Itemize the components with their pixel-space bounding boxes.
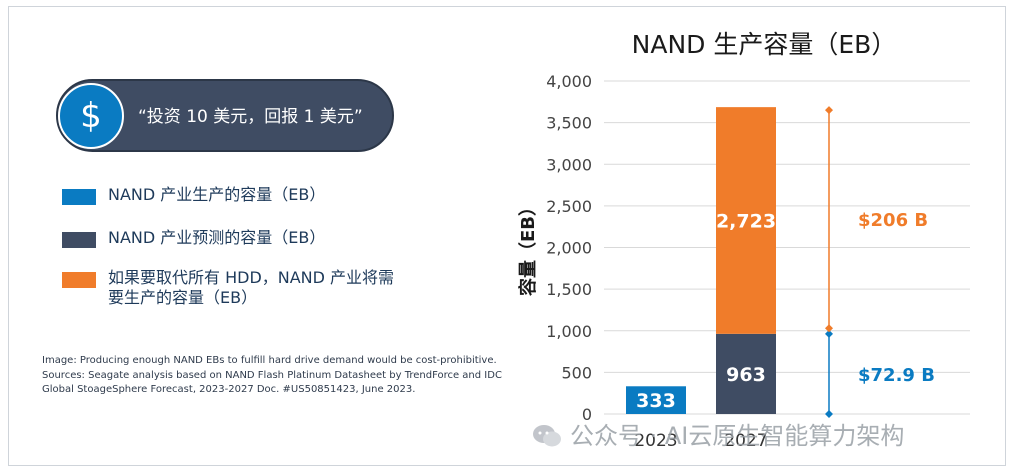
annotation-bracket-end xyxy=(825,324,833,333)
figure-caption: Image: Producing enough NAND EBs to fulf… xyxy=(42,354,528,398)
dollar-symbol: $ xyxy=(80,96,102,136)
y-tick-label: 3,500 xyxy=(546,114,592,133)
caption-line-3: Global StoageSphere Forecast, 2023-2027 … xyxy=(42,384,416,395)
caption-line-1: Image: Producing enough NAND EBs to fulf… xyxy=(42,355,497,366)
legend-item-produced: NAND 产业生产的容量（EB） xyxy=(62,185,408,205)
chart-title: NAND 生产容量（EB） xyxy=(632,30,897,59)
legend-swatch-produced xyxy=(62,189,96,205)
legend-swatch-forecast xyxy=(62,232,96,248)
dollar-sign-icon: $ xyxy=(58,83,124,149)
legend-item-forecast: NAND 产业预测的容量（EB） xyxy=(62,228,408,248)
watermark-text: 公众号 · AI云原生智能算力架构 xyxy=(570,422,905,450)
bar-2027-series-1 xyxy=(716,333,776,414)
y-tick-label: 2,500 xyxy=(546,197,592,216)
annotation-cost-label: $206 B xyxy=(858,210,928,231)
legend-swatch-required xyxy=(62,272,96,288)
y-tick-label: 1,500 xyxy=(546,280,592,299)
bar-data-label: 333 xyxy=(636,390,676,412)
y-tick-label: 4,000 xyxy=(546,72,592,91)
bar-2023-series-0 xyxy=(626,386,686,414)
y-tick-label: 500 xyxy=(561,363,592,382)
y-tick-label: 2,000 xyxy=(546,239,592,258)
annotation-cost-label: $72.9 B xyxy=(858,365,935,386)
y-tick-label: 3,000 xyxy=(546,155,592,174)
legend-item-required: 如果要取代所有 HDD，NAND 产业将需要生产的容量（EB） xyxy=(62,268,408,308)
legend-label-produced: NAND 产业生产的容量（EB） xyxy=(108,185,326,204)
y-axis-label: 容量（EB） xyxy=(517,198,539,296)
x-tick-label: 2023 xyxy=(634,431,677,451)
annotation-bracket-end xyxy=(825,410,833,418)
y-tick-label: 1,000 xyxy=(546,322,592,341)
figure-frame xyxy=(8,6,1006,466)
bar-data-label: 963 xyxy=(726,364,766,386)
legend-label-required: 如果要取代所有 HDD，NAND 产业将需要生产的容量（EB） xyxy=(108,268,395,307)
caption-line-2: Sources: Seagate analysis based on NAND … xyxy=(42,369,502,381)
annotation-bracket-end xyxy=(825,329,833,338)
annotation-bracket-end xyxy=(825,106,833,115)
bar-data-label: 2,723 xyxy=(716,210,776,232)
quote-text: “投资 10 美元，回报 1 美元” xyxy=(138,107,363,127)
legend-label-forecast: NAND 产业预测的容量（EB） xyxy=(108,228,326,247)
watermark: 公众号 · AI云原生智能算力架构 xyxy=(532,416,904,451)
y-tick-label: 0 xyxy=(582,405,592,424)
wechat-icon xyxy=(533,425,561,447)
x-tick-label: 2027 xyxy=(724,431,767,451)
bar-2027-series-2 xyxy=(716,107,776,334)
